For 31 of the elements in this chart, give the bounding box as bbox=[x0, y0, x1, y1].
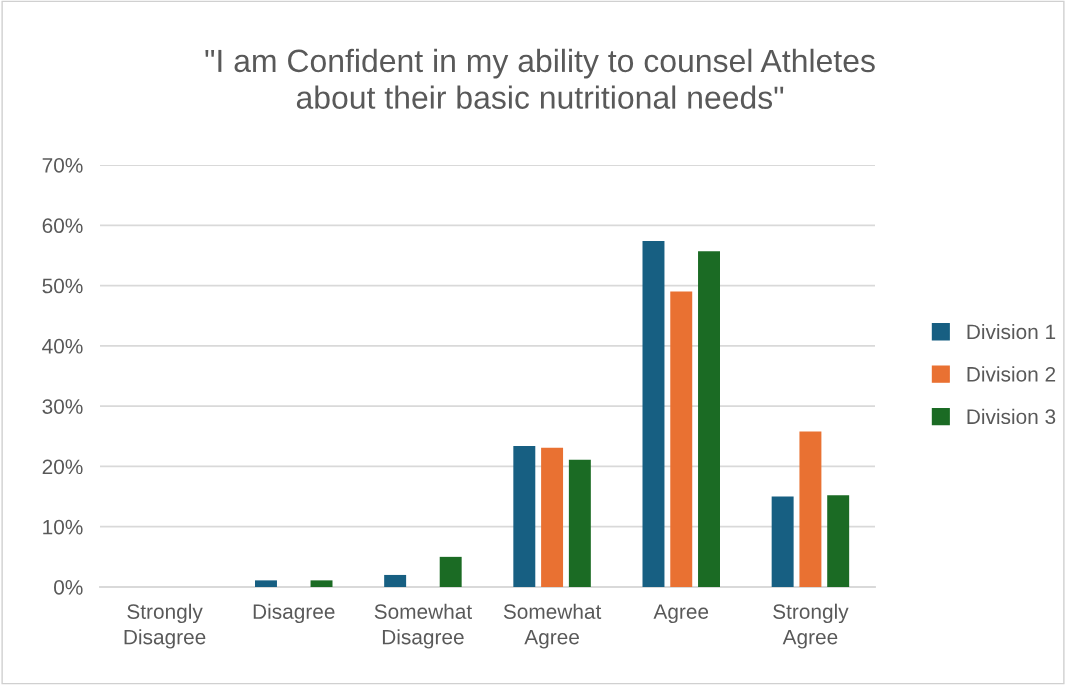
x-tick-label: Strongly Disagree bbox=[124, 603, 206, 649]
y-tick-label: 10% bbox=[43, 519, 83, 535]
legend-label: Division 1 bbox=[967, 323, 1056, 340]
bar bbox=[310, 580, 333, 587]
bar bbox=[439, 556, 462, 587]
y-tick-label: 30% bbox=[42, 399, 83, 414]
legend-label: Division 3 bbox=[967, 408, 1056, 425]
x-tick-label: Agree bbox=[653, 604, 709, 624]
x-tick-label: Disagree bbox=[253, 603, 335, 624]
bar bbox=[384, 574, 407, 587]
x-tick-label: Strongly Agree bbox=[773, 603, 849, 649]
x-tick-label: Somewhat Disagree bbox=[374, 603, 472, 649]
bar bbox=[698, 251, 720, 587]
bar bbox=[670, 291, 693, 587]
chart-title: "I am Confident in my ability to counsel Athletes about their basic nutritional needs" bbox=[205, 48, 875, 109]
y-tick-label: 50% bbox=[42, 278, 83, 294]
bar bbox=[513, 445, 536, 587]
bar bbox=[255, 580, 277, 587]
x-tick-label: Somewhat Agree bbox=[503, 603, 602, 649]
bar bbox=[642, 240, 665, 587]
y-tick-label: 20% bbox=[42, 459, 83, 475]
y-tick-label: 60% bbox=[42, 218, 83, 234]
y-tick-label: 40% bbox=[42, 338, 83, 354]
bar bbox=[568, 459, 591, 587]
bar bbox=[541, 447, 564, 587]
legend-label: Division 2 bbox=[967, 366, 1056, 382]
bar bbox=[771, 496, 794, 587]
bar bbox=[827, 495, 850, 587]
y-tick-label: 70% bbox=[42, 158, 83, 173]
bar bbox=[799, 431, 822, 587]
y-tick-label: 0% bbox=[54, 580, 83, 595]
